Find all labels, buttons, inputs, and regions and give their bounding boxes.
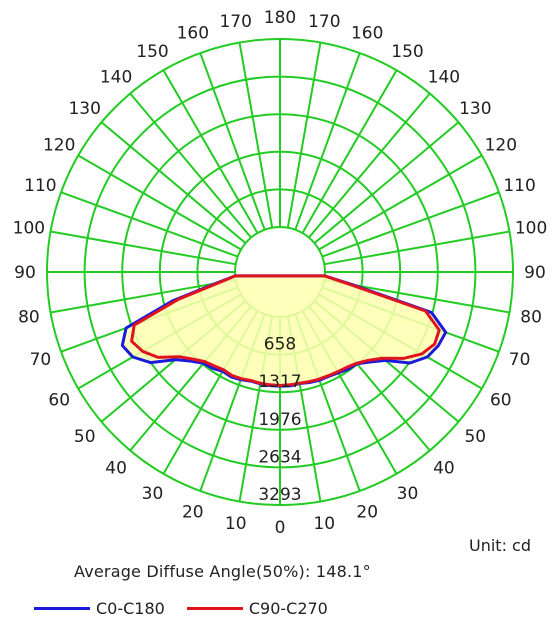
angle-label-left: 10	[225, 514, 247, 534]
angle-label-left: 150	[136, 42, 168, 62]
angle-label-left: 160	[177, 23, 209, 43]
ring-value-label: 1317	[258, 372, 301, 392]
grid-spoke-110	[321, 191, 500, 258]
angle-label-left: 110	[24, 176, 56, 196]
angle-label-right: 20	[356, 503, 378, 523]
grid-spoke-170	[286, 42, 322, 228]
angle-label-right: 100	[515, 219, 547, 239]
angle-label-right: 130	[459, 99, 491, 119]
angle-label-left: 100	[13, 219, 45, 239]
angle-label-left: 30	[142, 484, 164, 504]
angle-label-left: 130	[68, 99, 100, 119]
angle-label-right: 80	[520, 307, 542, 327]
legend-item-c90: C90-C270	[186, 598, 328, 618]
angle-label-right: 140	[428, 68, 460, 88]
angle-label-right: 40	[433, 458, 455, 478]
grid-spoke-210	[162, 69, 259, 234]
ring-value-label: 1976	[258, 410, 301, 430]
angle-label-right: 60	[490, 391, 512, 411]
grid-spoke-100	[324, 230, 510, 266]
angle-label-left: 40	[105, 458, 127, 478]
series-line-c90-c270	[130, 274, 441, 387]
legend-label-c90: C90-C270	[248, 598, 328, 618]
angle-label-right: 90	[524, 263, 546, 283]
angle-label-left: 140	[100, 68, 132, 88]
grid-spoke-250	[60, 191, 239, 258]
grid-spoke-120	[318, 154, 483, 251]
grid-spoke-260	[50, 230, 236, 266]
angle-label-left: 60	[48, 391, 70, 411]
angle-label-left: 90	[14, 263, 36, 283]
angle-label-left: 80	[18, 307, 40, 327]
legend-label-c0: C0-C180	[96, 598, 165, 618]
angle-label-right: 10	[313, 514, 335, 534]
grid-spoke-190	[238, 42, 274, 228]
angle-label-left: 180	[264, 8, 296, 28]
grid-spoke-220	[129, 92, 252, 239]
ring-value-label: 3293	[258, 485, 301, 505]
legend-item-c0: C0-C180	[34, 599, 165, 618]
series-fill-area	[122, 275, 446, 387]
angle-label-left: 120	[43, 136, 75, 156]
angle-label-right: 120	[485, 136, 517, 156]
polar-chart: 6581317197626343293010203040506070809010…	[13, 8, 548, 538]
angle-label-right: 50	[464, 427, 486, 447]
angle-label-right: 30	[397, 484, 419, 504]
grid-spoke-140	[308, 92, 431, 239]
angle-label-left: 170	[219, 12, 251, 32]
angle-label-right: 70	[509, 350, 531, 370]
diffuse-angle-label: Average Diffuse Angle(50%): 148.1°	[74, 562, 371, 581]
grid-spoke-160	[294, 52, 361, 231]
grid-spoke-230	[100, 121, 247, 244]
grid-spoke-200	[199, 52, 266, 231]
angle-label-left: 70	[30, 350, 52, 370]
angle-label-right: 170	[308, 12, 340, 32]
ring-value-label: 658	[264, 335, 296, 355]
unit-label: Unit: cd	[469, 536, 531, 555]
ring-value-label: 2634	[258, 447, 301, 467]
angle-label-left: 50	[74, 427, 96, 447]
grid-spoke-130	[313, 121, 460, 244]
grid-spoke-280	[50, 278, 236, 314]
legend-swatch-c90	[186, 606, 243, 610]
angle-label-left: 20	[182, 503, 204, 523]
angle-label-right: 110	[503, 176, 535, 196]
angle-label-left: 0	[275, 518, 286, 538]
legend: C0-C180 C90-C270	[34, 596, 350, 620]
angle-label-right: 150	[391, 42, 423, 62]
legend-swatch-c0	[34, 606, 90, 610]
angle-label-right: 160	[351, 23, 383, 43]
grid-spoke-240	[77, 154, 242, 251]
grid-spoke-150	[301, 69, 398, 234]
